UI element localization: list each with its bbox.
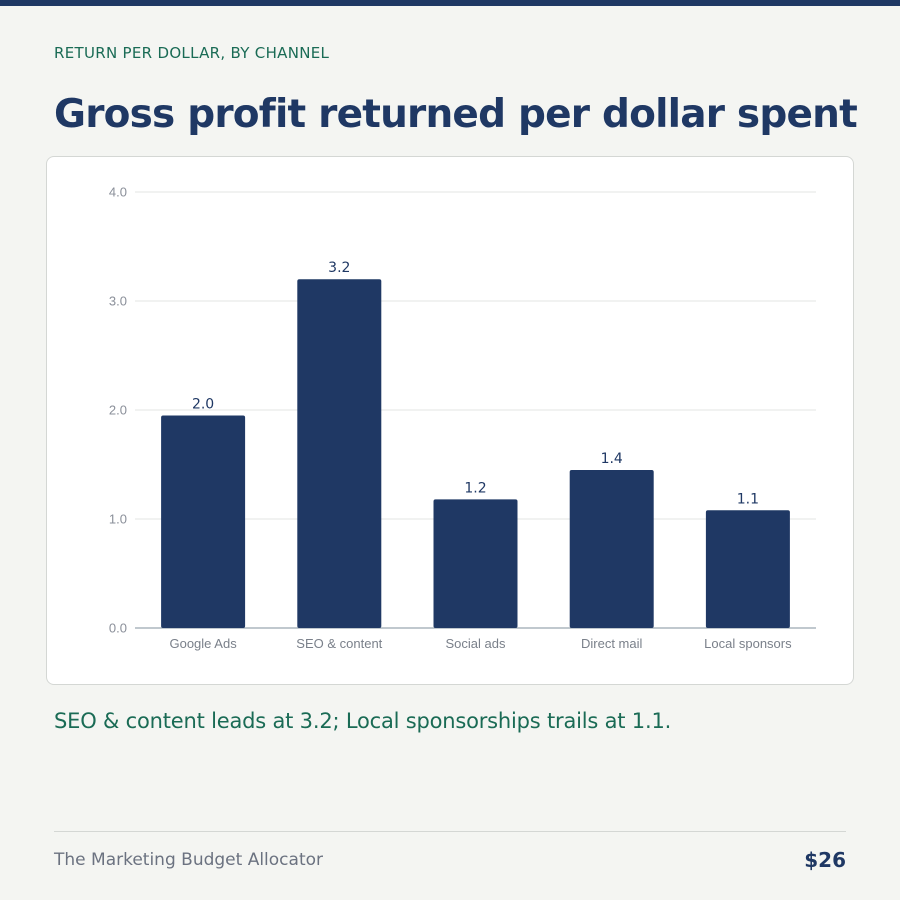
x-tick-label: Direct mail: [581, 636, 643, 651]
chart-caption: SEO & content leads at 3.2; Local sponso…: [54, 709, 672, 733]
x-tick-label: Google Ads: [169, 636, 237, 651]
footer-brand: The Marketing Budget Allocator: [54, 850, 323, 870]
bar: [569, 469, 654, 628]
top-accent-bar: [0, 0, 900, 6]
bar-data-label: 1.4: [601, 451, 623, 467]
y-tick-label: 3.0: [109, 294, 127, 309]
bar: [705, 510, 790, 628]
bar-chart: 0.0 1.0 2.0 3.0 4.0 2.0 Google Ads 3.2 SEO & con…: [109, 185, 816, 651]
bar: [161, 415, 246, 628]
bar: [297, 279, 382, 628]
x-tick-label: Local sponsors: [704, 636, 792, 651]
bar-data-label: 3.2: [328, 260, 350, 276]
chart-title: Gross profit returned per dollar spent: [54, 92, 858, 137]
y-tick-label: 2.0: [109, 403, 127, 418]
footer-price: $26: [804, 848, 846, 872]
y-tick-label: 1.0: [109, 512, 127, 527]
footer-divider: [54, 831, 846, 832]
chart-eyebrow: RETURN PER DOLLAR, BY CHANNEL: [54, 44, 330, 62]
x-tick-label: Social ads: [446, 636, 506, 651]
bar-data-label: 1.2: [464, 480, 486, 496]
bar-data-label: 2.0: [192, 396, 214, 412]
chart-card: 0.0 1.0 2.0 3.0 4.0 2.0 Google Ads 3.2 SEO & con…: [46, 156, 854, 685]
y-tick-label: 0.0: [109, 621, 127, 636]
bar-data-label: 1.1: [737, 491, 759, 507]
bar: [433, 499, 518, 628]
x-tick-label: SEO & content: [296, 636, 382, 651]
y-tick-label: 4.0: [109, 185, 127, 200]
